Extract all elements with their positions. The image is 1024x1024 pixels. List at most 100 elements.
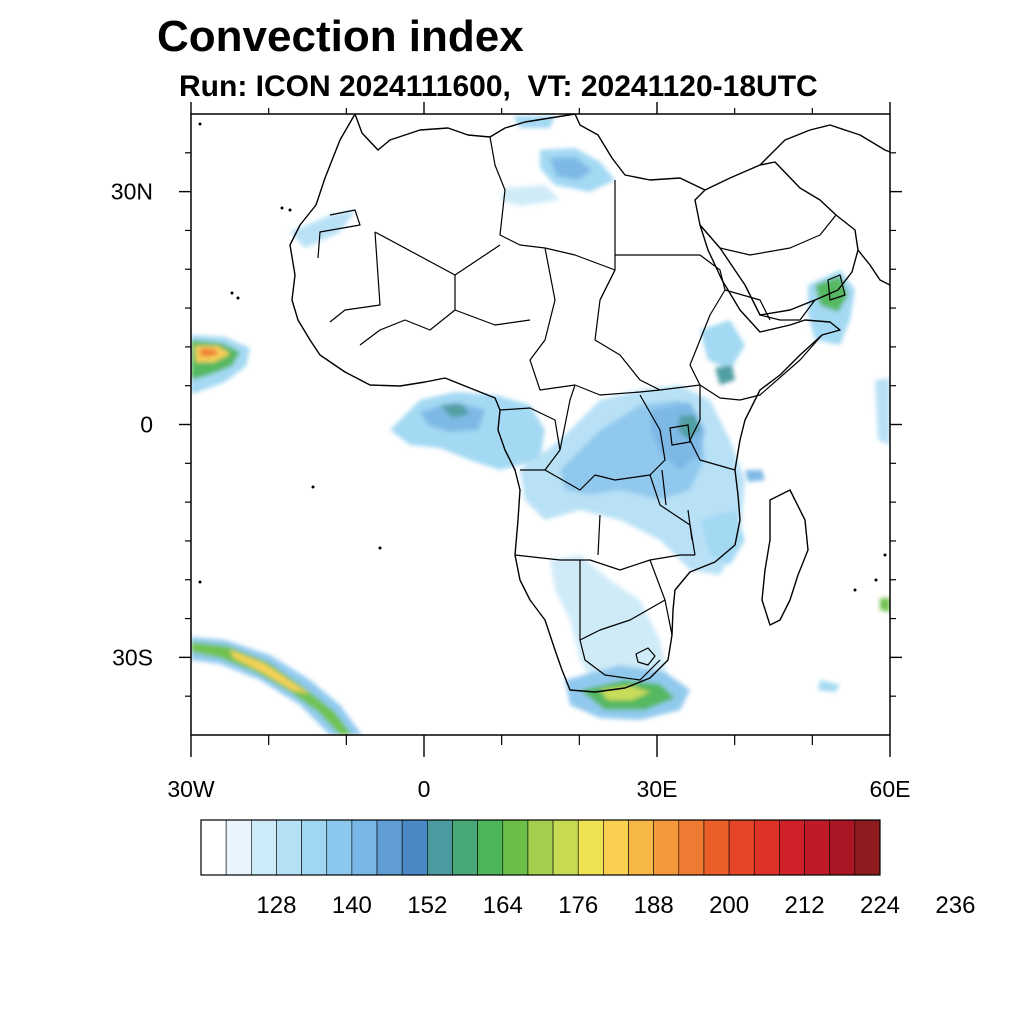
convection-area-morocco [290,210,356,248]
lakes [661,424,693,541]
border-drc-east [639,394,666,476]
colorbar-label: 200 [709,892,749,919]
coastline-africa [289,114,841,693]
colorbar-swatch [200,819,227,876]
border-angola-namibia [514,554,695,571]
colorbar-label: 140 [332,892,372,919]
border-lesotho [635,647,656,666]
colorbar-swatch [779,819,805,876]
island-mascarene [853,588,857,592]
colorbar-label: 128 [256,892,296,919]
border-angola-zambia [597,514,601,556]
convection-core-oman [815,276,848,312]
colorbar-swatch [577,819,604,876]
convection-band-core-south-atlantic [191,642,352,735]
colorbar-swatch [326,819,353,876]
convection-core-ethiopia [715,365,735,385]
colorbar-label: 152 [407,892,447,919]
border-chad-sudan-north [599,269,616,301]
colorbar-swatch [753,819,780,876]
border-algeria-libya [489,136,546,249]
border-gabon-congo [499,407,561,471]
map-plot-area [190,113,891,736]
convection-max-congo [678,415,700,440]
country-borders [317,136,846,681]
island-ascension [311,485,315,489]
colorbar-label: 236 [935,892,975,919]
colorbar-label: 212 [785,892,825,919]
border-mauritania [329,231,381,323]
lon-tick-label: 60E [870,776,911,802]
island-cape-verde [236,296,240,300]
convection-core-libya [550,157,592,180]
colorbar-frame [200,819,881,876]
colorbar-swatch [678,819,705,876]
convection-area-madagascar-north [745,470,765,482]
colorbar-swatch [552,819,579,876]
map-subtitle: Run: ICON 2024111600, VT: 20241120-18UTC [179,70,818,103]
colorbar-swatch [427,819,453,876]
coastline-iran [857,249,890,286]
colorbar-swatch [250,819,277,876]
border-namibia-botswana [579,560,666,641]
convection-area-ethiopia [700,320,745,370]
colorbar-swatch [628,819,654,876]
colorbar-swatch [351,819,378,876]
island-cape-verde-2 [230,291,234,295]
convection-area-tanzania [700,510,745,565]
convection-band-peak-south-atlantic [230,650,310,694]
islands [198,122,887,592]
island-canary [280,206,284,210]
convection-peak-gulf-guinea [440,404,470,418]
lon-tick-label: 30W [167,776,215,802]
border-morocco-wsahara [317,209,361,259]
border-eritrea [724,289,771,321]
island-madeira [198,122,202,126]
coastline-arabia [699,161,859,316]
colorbar-swatch [728,819,755,876]
coastline-madagascar [761,489,809,626]
border-south-africa-north [579,639,661,681]
lon-tick-label: 30E [637,776,678,802]
colorbar-swatch [527,819,554,876]
island-canary-2 [288,208,292,212]
colorbar: 128 140 152 164 176 188 200 212 224 236 [200,819,975,919]
coastline-north-africa-west [354,114,576,151]
lake-tanganyika [661,469,667,506]
border-niger-nigeria [454,309,531,326]
border-niger-chad [529,247,576,391]
convection-area-algeria [500,185,560,206]
border-drc-angola-zambia [520,469,696,556]
map-title: Convection index [157,12,524,61]
colorbar-label: 224 [860,892,900,919]
convection-area-south-indian [818,680,840,692]
colorbar-swatch [401,819,428,876]
lon-tick-label: 0 [418,776,431,802]
colorbar-swatch [276,819,302,876]
colorbar-swatch [653,819,680,876]
island-mauritius [874,578,878,582]
lake-malawi [687,509,693,541]
lat-tick-label: 0 [140,412,153,438]
border-sudan-east [689,254,726,386]
border-car-drc [574,384,741,401]
colorbar-swatch [376,819,403,876]
island-tristan [198,580,202,584]
colorbar-swatch [804,819,831,876]
coastlines [289,114,890,693]
lat-tick-label: 30N [111,179,153,205]
colorbar-swatch [452,819,478,876]
colorbar-swatch [225,819,252,876]
colorbar-label: 188 [634,892,674,919]
border-saudi [719,214,837,256]
island-reunion [883,553,887,557]
colorbar-swatch [477,819,504,876]
colorbar-label: 176 [558,892,598,919]
border-yemen [759,299,816,321]
border-zimbabwe-mozambique [649,559,673,636]
lake-victoria [669,424,691,446]
border-mali-south [359,275,456,346]
lat-tick-label: 30S [112,644,153,670]
coastline-levant [704,124,890,191]
